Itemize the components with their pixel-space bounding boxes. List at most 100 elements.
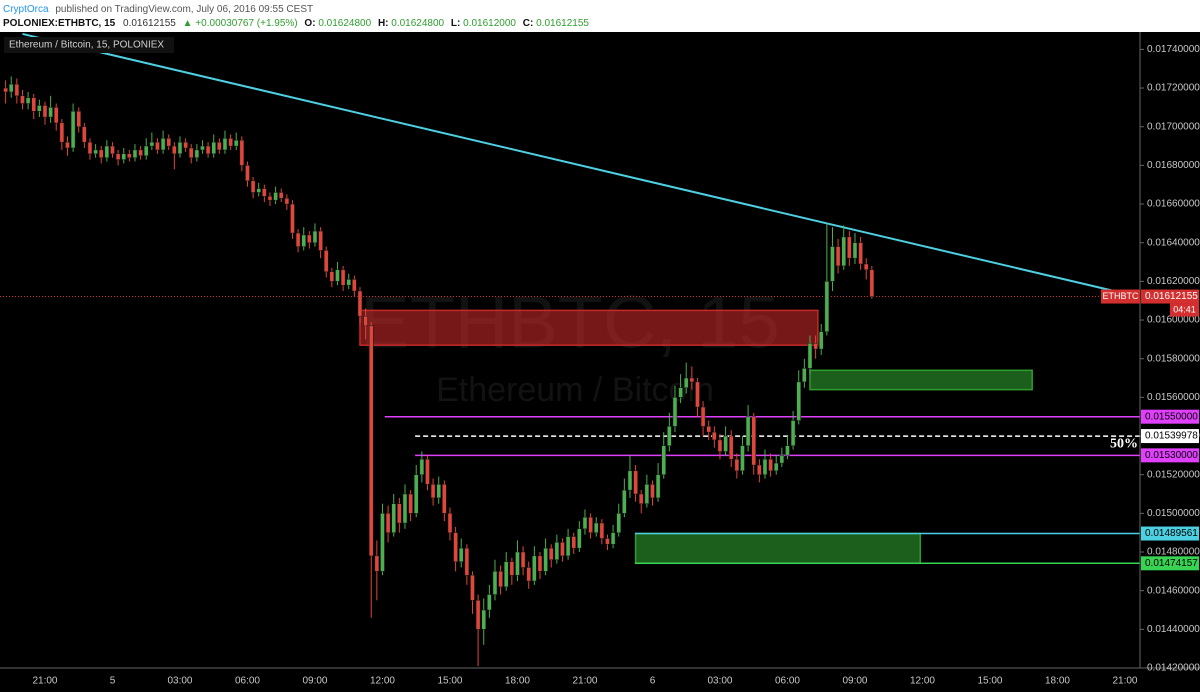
x-tick-label: 03:00 [167, 676, 192, 687]
candle-body [830, 246, 835, 282]
candle-body [295, 232, 301, 247]
y-tick-label: 0.01560000 [1147, 392, 1200, 403]
candle-body [700, 406, 706, 427]
candle-body [818, 331, 824, 350]
candle-body [138, 149, 143, 156]
candle-body [532, 555, 537, 582]
candle-body [863, 263, 869, 271]
zone [634, 532, 921, 565]
candle-body [436, 484, 441, 499]
y-tick-label: 0.01440000 [1147, 624, 1200, 635]
candle-body [509, 561, 515, 576]
candle-body [790, 420, 796, 446]
candle-body [672, 397, 678, 427]
candle-body [577, 528, 582, 549]
candle-body [312, 230, 318, 243]
candle-body [172, 145, 177, 155]
candle-body [115, 153, 121, 160]
candle-body [329, 271, 335, 282]
header-bg [0, 0, 1200, 32]
level-label: 0.01539978 [1145, 431, 1198, 442]
candle-body [728, 435, 734, 460]
candle-body [211, 141, 216, 155]
candle-body [593, 522, 599, 533]
candle-body [413, 474, 419, 514]
candle-body [802, 368, 807, 383]
y-tick-label: 0.01740000 [1147, 44, 1200, 55]
countdown-tag [1170, 303, 1199, 317]
x-tick-label: 03:00 [707, 676, 732, 687]
candle-body [188, 147, 194, 158]
last-price-label: 0.01612155 [1145, 291, 1198, 302]
candle-body [48, 107, 53, 118]
candle-body [368, 325, 374, 557]
candle-body [773, 462, 779, 472]
author: CryptOrca [3, 4, 49, 15]
candle-body [245, 165, 250, 182]
candle-body [571, 536, 576, 549]
levels: 50% [0, 32, 1140, 565]
candle-body [222, 138, 228, 151]
candle-body [228, 138, 233, 147]
candle-body [599, 522, 605, 539]
candle-body [121, 153, 126, 160]
candle-body [239, 140, 245, 166]
candle-body [205, 145, 211, 155]
x-tick-label: 12:00 [370, 676, 395, 687]
candle-body [847, 236, 852, 259]
level-tag [1141, 409, 1199, 424]
candle-body [543, 547, 548, 572]
x-tick-label: 18:00 [1045, 676, 1070, 687]
candle-body [250, 180, 256, 193]
level-tag [1141, 448, 1199, 463]
candle-body [458, 547, 464, 562]
y-tick-label: 0.01620000 [1147, 276, 1200, 287]
candle-body [723, 435, 728, 452]
y-tick-label: 0.01600000 [1147, 315, 1200, 326]
candle-body [3, 87, 8, 93]
candle-body [807, 342, 813, 369]
candle-body [498, 571, 503, 588]
candle-body [695, 381, 700, 408]
candle-body [352, 279, 357, 292]
zones [359, 309, 1033, 565]
candle-body [638, 493, 644, 504]
candle-body [143, 145, 149, 156]
candle-body [858, 242, 863, 265]
x-tick-label: 5 [110, 676, 116, 687]
candle-body [59, 122, 65, 143]
header-line-1: CryptOrca published on TradingView.com, … [3, 4, 313, 15]
ohlc-label: H: [378, 18, 389, 29]
candle-body [520, 551, 526, 568]
candle-body [554, 542, 560, 560]
candle-body [661, 445, 666, 475]
x-tick-label: 15:00 [977, 676, 1002, 687]
candle-body [200, 145, 205, 151]
candle-body [177, 141, 183, 155]
candle-body [869, 269, 875, 297]
candle-body [565, 536, 571, 557]
candle-body [8, 83, 14, 93]
candle-body [340, 269, 346, 286]
countdown-label: 04:41 [1173, 304, 1196, 314]
candle-body [307, 234, 312, 243]
level-label: 0.01530000 [1145, 450, 1198, 461]
candle-body [481, 609, 486, 630]
x-tick-label: 06:00 [235, 676, 260, 687]
candle-body [363, 315, 368, 327]
candle-body [430, 484, 436, 499]
candle-body [290, 203, 295, 234]
candle-body [442, 484, 447, 514]
ohlc-value: 0.01624800 [391, 18, 444, 29]
candle-body [633, 470, 638, 495]
candle-body [278, 192, 284, 199]
candle-body [464, 547, 470, 576]
candle-body [560, 542, 565, 557]
candle-body [768, 458, 773, 472]
candles [3, 76, 875, 667]
candle-body [515, 551, 520, 576]
candle-body [380, 513, 385, 572]
candle-body [796, 381, 801, 421]
candle-body [267, 196, 273, 201]
